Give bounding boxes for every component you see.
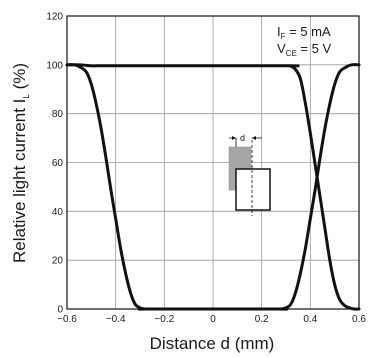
x-tick-label: −0.2	[154, 314, 174, 325]
y-tick-labels: 0 20 40 60 80 100 120	[46, 12, 63, 316]
x-tick-label: 0.2	[255, 314, 269, 325]
inset-d-label: d	[240, 133, 245, 143]
condition-if-main: I	[277, 24, 281, 39]
condition-if: IF = 5 mA	[277, 24, 331, 41]
y-tick-label: 60	[52, 158, 64, 169]
x-tick-label: 0.6	[352, 314, 366, 325]
x-tick-label: −0.4	[106, 314, 126, 325]
y-tick-label: 100	[46, 60, 63, 71]
plot-frame	[66, 15, 360, 310]
condition-vce-main: V	[277, 41, 286, 56]
y-axis-label-unit: (%)	[10, 63, 29, 94]
y-tick-label: 0	[57, 305, 63, 316]
y-axis-label-text: Relative light current I	[10, 99, 29, 263]
inset-arrowhead-left	[232, 136, 236, 140]
condition-vce-sub: CE	[286, 49, 297, 58]
y-tick-label: 80	[52, 109, 64, 120]
condition-if-rest: = 5 mA	[286, 24, 331, 39]
inset-detector-block	[235, 168, 271, 211]
inset-arrowhead-right	[252, 136, 256, 140]
condition-if-sub: F	[281, 32, 286, 41]
x-axis-label: Distance d (mm)	[150, 334, 275, 353]
x-tick-label: 0.4	[303, 314, 317, 325]
x-tick-label: −0.6	[57, 314, 77, 325]
x-tick-labels: −0.6 −0.4 −0.2 0 0.2 0.4 0.6	[57, 314, 366, 325]
curve-2	[65, 63, 361, 311]
y-tick-label: 120	[46, 12, 63, 23]
y-axis-label-sub: L	[22, 94, 31, 99]
offset-diagram: d	[228, 133, 271, 216]
condition-vce-rest: = 5 V	[297, 41, 332, 56]
condition-vce: VCE = 5 V	[277, 41, 331, 58]
x-tick-label: 0	[210, 314, 216, 325]
y-axis-label: Relative light current IL (%)	[10, 63, 31, 263]
y-tick-label: 20	[52, 256, 64, 267]
y-tick-label: 40	[52, 207, 64, 218]
